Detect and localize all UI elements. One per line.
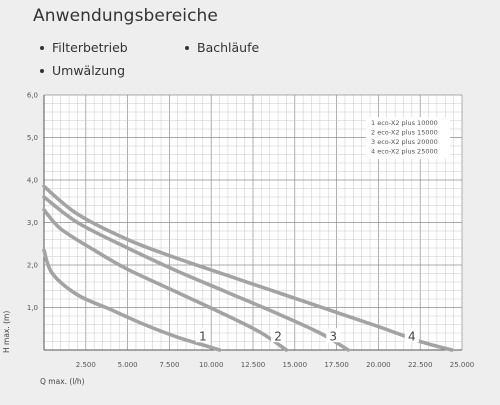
series-line-3: [42, 195, 351, 352]
curve-label-background: [404, 328, 419, 343]
page-title: Anwendungsbereiche: [33, 6, 218, 26]
curve-label-3: 3: [329, 329, 337, 343]
x-tick-label: 25.000: [450, 361, 475, 369]
y-tick-label: 6,0: [27, 92, 38, 100]
curve-label-background: [195, 328, 210, 343]
chart-curves: [42, 184, 454, 352]
bullet-label: Umwälzung: [52, 63, 126, 78]
x-tick-label: 12.500: [241, 361, 266, 369]
series-line-1: [42, 248, 222, 352]
chart-axes: [43, 95, 462, 351]
bullet-label: Bachläufe: [197, 40, 260, 55]
chart-legend: 1 eco-X2 plus 10000 2 eco-X2 plus 150003 …: [366, 117, 450, 159]
y-tick-label: 1,0: [27, 304, 38, 312]
bullet-dot-icon: [185, 45, 189, 50]
curve-label-background: [326, 328, 341, 343]
y-tick-label: 4,0: [27, 177, 38, 185]
curve-label-1: 1: [199, 329, 207, 343]
curve-label-background: [271, 328, 286, 343]
series-line-2: [42, 208, 289, 352]
x-axis-title: Q max. (l/h): [40, 377, 85, 386]
curve-label-4: 4: [408, 329, 416, 343]
x-tick-label: 22.500: [408, 361, 433, 369]
legend-entry: 3 eco-X2 plus 20000: [371, 138, 438, 146]
x-tick-label: 15.000: [283, 361, 308, 369]
legend-entry: 2 eco-X2 plus 15000: [371, 129, 438, 137]
bullet-item: Filterbetrieb: [40, 40, 128, 55]
legend-entry: 1 eco-X2 plus 10000: [371, 119, 438, 127]
series-line-4: [42, 184, 454, 352]
bullet-label: Filterbetrieb: [52, 40, 128, 55]
bullet-dot-icon: [40, 68, 44, 73]
legend-box: [366, 117, 450, 159]
x-tick-label: 2.500: [76, 361, 96, 369]
x-tick-label: 20.000: [366, 361, 391, 369]
chart-curve-labels: 1 2 3 4: [195, 328, 419, 343]
bullet-item: Umwälzung: [40, 63, 125, 78]
legend-entry: 4 eco-X2 plus 25000: [371, 148, 438, 156]
y-tick-label: 5,0: [27, 134, 38, 142]
bullet-item: Bachläufe: [185, 40, 259, 55]
y-tick-label: 3,0: [27, 219, 38, 227]
x-tick-label: 5.000: [118, 361, 138, 369]
x-tick-label: 7.500: [159, 361, 179, 369]
curve-label-2: 2: [274, 329, 282, 343]
y-tick-label: 2,0: [27, 262, 38, 270]
x-tick-label: 17.500: [324, 361, 349, 369]
y-axis-title: H max. (m): [2, 311, 11, 353]
x-tick-label: 10.000: [199, 361, 224, 369]
chart-ticks: 2.500 5.000 7.500 10.000 12.500 15.000 17.500 2…: [27, 92, 474, 370]
bullet-dot-icon: [40, 45, 44, 50]
